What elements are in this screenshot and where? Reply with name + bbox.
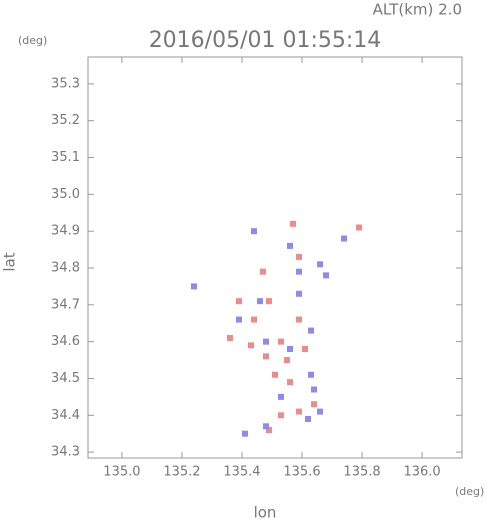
x-tick-label: 135.4 bbox=[223, 465, 260, 480]
y-tick-label: 35.2 bbox=[51, 113, 80, 128]
echo-point bbox=[317, 261, 324, 268]
echo-point bbox=[296, 268, 303, 275]
y-tick-label: 34.7 bbox=[51, 297, 80, 312]
plot-frame bbox=[87, 56, 463, 459]
echo-point bbox=[262, 353, 269, 360]
echo-point bbox=[287, 379, 294, 386]
echo-point bbox=[262, 338, 269, 345]
echo-point bbox=[305, 415, 312, 422]
x-tick-label: 135.6 bbox=[283, 465, 320, 480]
y-tick-label: 34.4 bbox=[51, 408, 80, 423]
echo-point bbox=[262, 423, 269, 430]
y-tick-label: 34.5 bbox=[51, 371, 80, 386]
echo-point bbox=[265, 298, 272, 305]
y-tick-label: 35.1 bbox=[51, 150, 80, 165]
echo-point bbox=[311, 401, 318, 408]
echo-point bbox=[278, 412, 285, 419]
echo-point bbox=[250, 228, 257, 235]
echo-point bbox=[241, 430, 248, 437]
echo-point bbox=[284, 357, 291, 364]
echo-point bbox=[250, 316, 257, 323]
echo-point bbox=[259, 268, 266, 275]
echo-point bbox=[278, 338, 285, 345]
echo-point bbox=[296, 316, 303, 323]
echo-point bbox=[190, 283, 197, 290]
echo-point bbox=[272, 371, 278, 378]
y-tick-label: 34.9 bbox=[51, 224, 80, 239]
y-tick-label: 34.8 bbox=[51, 260, 80, 275]
echo-point bbox=[247, 342, 254, 349]
x-axis-label: lon bbox=[254, 504, 277, 521]
echo-point bbox=[308, 327, 315, 334]
echo-point bbox=[235, 298, 242, 305]
y-tick-label: 35.3 bbox=[51, 76, 80, 91]
y-unit: (deg) bbox=[18, 34, 47, 47]
x-tick-label: 135.2 bbox=[163, 465, 200, 480]
echo-point bbox=[341, 235, 348, 242]
echo-point bbox=[226, 334, 233, 341]
y-tick-label: 35.0 bbox=[51, 187, 80, 202]
echo-point bbox=[356, 224, 363, 231]
echo-point bbox=[287, 242, 294, 249]
echo-point bbox=[302, 346, 309, 353]
x-unit: (deg) bbox=[455, 485, 484, 498]
x-tick-label: 136.0 bbox=[403, 465, 440, 480]
altitude-label: ALT(km) 2.0 bbox=[373, 1, 462, 19]
x-tick-label: 135.0 bbox=[103, 465, 140, 480]
echo-point bbox=[235, 316, 242, 323]
chart-title: 2016/05/01 01:55:14 bbox=[149, 28, 382, 53]
echo-point bbox=[278, 393, 285, 400]
echo-point bbox=[317, 408, 324, 415]
x-tick-label: 135.8 bbox=[343, 465, 380, 480]
echo-point bbox=[296, 253, 303, 260]
echo-point bbox=[256, 298, 263, 305]
y-axis-label: lat bbox=[1, 252, 19, 271]
y-tick-label: 34.6 bbox=[51, 334, 80, 349]
y-tick-label: 34.3 bbox=[51, 445, 80, 460]
echo-point bbox=[290, 220, 297, 227]
echo-point bbox=[296, 290, 303, 297]
echo-point bbox=[296, 408, 303, 415]
echo-point bbox=[287, 346, 294, 353]
echo-point bbox=[311, 386, 318, 393]
echo-point bbox=[308, 371, 315, 378]
echo-point bbox=[265, 427, 272, 434]
echo-point bbox=[323, 272, 330, 279]
